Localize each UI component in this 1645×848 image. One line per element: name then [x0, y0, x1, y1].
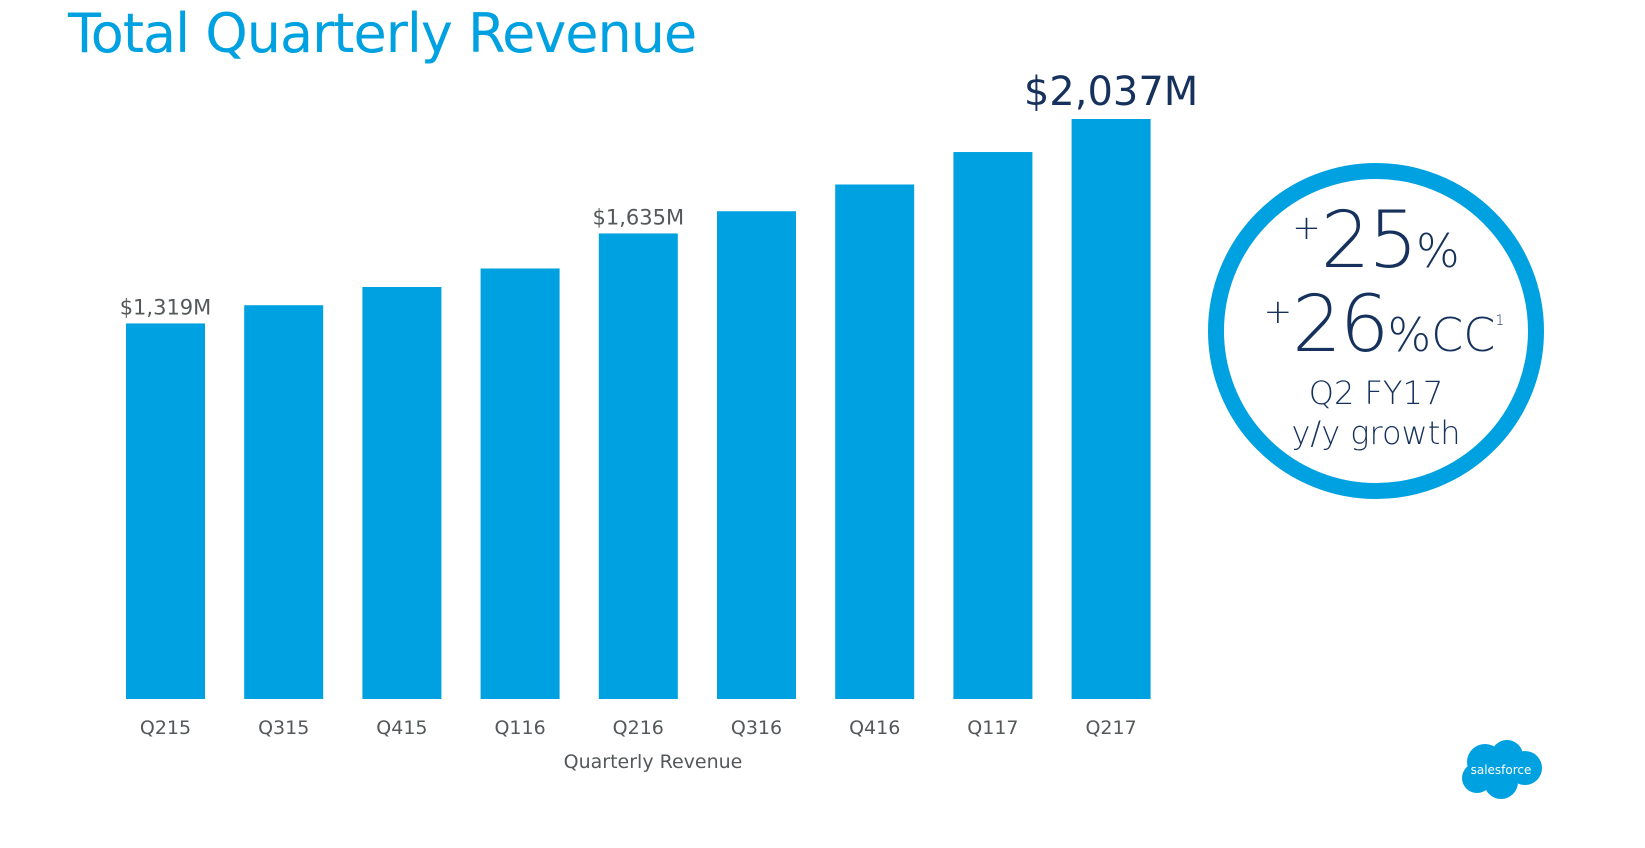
bar-q216	[598, 233, 678, 699]
growth-line-1: +25%	[1208, 196, 1544, 286]
x-axis-label: Quarterly Revenue	[564, 751, 743, 773]
percent-sign: %	[1416, 224, 1460, 278]
x-tick-label: Q315	[258, 717, 309, 739]
bar-q215	[126, 323, 205, 699]
logo-text: salesforce	[1471, 763, 1532, 777]
percent-cc: %CC	[1387, 308, 1496, 362]
bar-q415	[362, 286, 442, 699]
x-tick-label: Q116	[494, 717, 545, 739]
plus-sign: +	[1292, 208, 1321, 248]
bar-q315	[244, 305, 324, 699]
x-tick-label: Q217	[1085, 717, 1136, 739]
bar-q217	[1071, 119, 1151, 699]
x-tick-label: Q117	[967, 717, 1018, 739]
bar-q316	[717, 211, 796, 700]
plus-sign: +	[1263, 292, 1293, 332]
cloud-icon	[1462, 740, 1542, 799]
growth-cc-value: 26	[1292, 280, 1389, 370]
bar-q116	[480, 268, 560, 699]
page-title: Total Quarterly Revenue	[68, 2, 697, 65]
x-tick-label: Q416	[849, 717, 900, 739]
data-label: $1,635M	[592, 205, 684, 229]
data-label: $1,319M	[120, 295, 212, 319]
bar-q117	[953, 152, 1033, 700]
x-tick-label: Q415	[376, 717, 427, 739]
x-tick-label: Q215	[140, 717, 191, 739]
bar-q416	[835, 184, 915, 699]
growth-line-2: +26%CC1	[1216, 280, 1552, 370]
salesforce-logo: salesforce	[1462, 740, 1542, 799]
x-tick-label: Q316	[731, 717, 782, 739]
footnote-marker: 1	[1495, 313, 1505, 329]
growth-period: Q2 FY17	[1308, 374, 1444, 412]
growth-label: y/y growth	[1291, 414, 1461, 452]
growth-value: 25	[1320, 196, 1418, 286]
x-tick-label: Q216	[613, 717, 664, 739]
data-label: $2,037M	[1024, 69, 1198, 115]
